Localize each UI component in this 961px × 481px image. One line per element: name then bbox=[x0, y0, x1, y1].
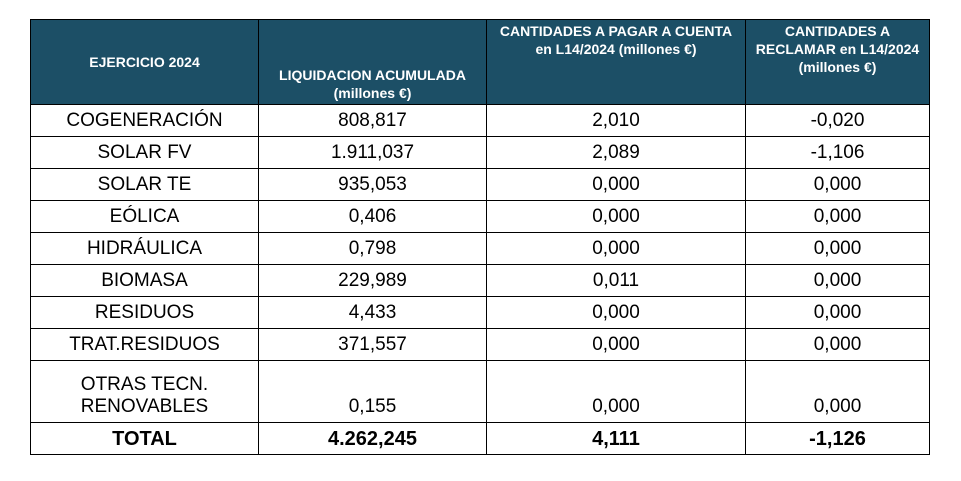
cell-total-liquidacion: 4.262,245 bbox=[258, 422, 487, 455]
cell-pagar: 0,000 bbox=[486, 360, 746, 423]
cell-technology: TRAT.RESIDUOS bbox=[30, 328, 259, 361]
table-row: RESIDUOS 4,433 0,000 0,000 bbox=[30, 296, 930, 329]
table-row: COGENERACIÓN 808,817 2,010 -0,020 bbox=[30, 104, 930, 137]
cell-technology: SOLAR TE bbox=[30, 168, 259, 201]
cell-total-reclamar: -1,126 bbox=[745, 422, 930, 455]
cell-liquidacion: 1.911,037 bbox=[258, 136, 487, 169]
header-liquidacion: LIQUIDACION ACUMULADA (millones €) bbox=[258, 19, 487, 105]
table-row: OTRAS TECN. RENOVABLES 0,155 0,000 0,000 bbox=[30, 360, 930, 423]
cell-reclamar: 0,000 bbox=[745, 200, 930, 233]
cell-pagar: 2,089 bbox=[486, 136, 746, 169]
table-row: TRAT.RESIDUOS 371,557 0,000 0,000 bbox=[30, 328, 930, 361]
cell-technology: HIDRÁULICA bbox=[30, 232, 259, 265]
table-row: HIDRÁULICA 0,798 0,000 0,000 bbox=[30, 232, 930, 265]
cell-pagar: 0,011 bbox=[486, 264, 746, 297]
header-pagar: CANTIDADES A PAGAR A CUENTA en L14/2024 … bbox=[486, 19, 746, 105]
total-row: TOTAL 4.262,245 4,111 -1,126 bbox=[30, 422, 930, 455]
cell-reclamar: 0,000 bbox=[745, 168, 930, 201]
table-row: SOLAR TE 935,053 0,000 0,000 bbox=[30, 168, 930, 201]
cell-pagar: 0,000 bbox=[486, 296, 746, 329]
cell-reclamar: -0,020 bbox=[745, 104, 930, 137]
cell-reclamar: 0,000 bbox=[745, 360, 930, 423]
cell-total-label: TOTAL bbox=[30, 422, 259, 455]
cell-pagar: 0,000 bbox=[486, 328, 746, 361]
cell-liquidacion: 0,155 bbox=[258, 360, 487, 423]
cell-liquidacion: 371,557 bbox=[258, 328, 487, 361]
header-row: EJERCICIO 2024 LIQUIDACION ACUMULADA (mi… bbox=[30, 19, 930, 105]
cell-pagar: 2,010 bbox=[486, 104, 746, 137]
cell-technology: COGENERACIÓN bbox=[30, 104, 259, 137]
table-row: SOLAR FV 1.911,037 2,089 -1,106 bbox=[30, 136, 930, 169]
cell-liquidacion: 4,433 bbox=[258, 296, 487, 329]
table-row: EÓLICA 0,406 0,000 0,000 bbox=[30, 200, 930, 233]
cell-liquidacion: 0,798 bbox=[258, 232, 487, 265]
cell-technology: EÓLICA bbox=[30, 200, 259, 233]
cell-liquidacion: 0,406 bbox=[258, 200, 487, 233]
header-ejercicio: EJERCICIO 2024 bbox=[30, 19, 259, 105]
cell-reclamar: 0,000 bbox=[745, 328, 930, 361]
cell-reclamar: 0,000 bbox=[745, 232, 930, 265]
cell-pagar: 0,000 bbox=[486, 200, 746, 233]
cell-technology: OTRAS TECN. RENOVABLES bbox=[30, 360, 259, 423]
cell-liquidacion: 808,817 bbox=[258, 104, 487, 137]
cell-technology: SOLAR FV bbox=[30, 136, 259, 169]
table-row: BIOMASA 229,989 0,011 0,000 bbox=[30, 264, 930, 297]
cell-technology: RESIDUOS bbox=[30, 296, 259, 329]
cell-reclamar: 0,000 bbox=[745, 264, 930, 297]
settlement-table: EJERCICIO 2024 LIQUIDACION ACUMULADA (mi… bbox=[30, 19, 930, 455]
technology-line-1: OTRAS TECN. bbox=[80, 374, 209, 395]
cell-reclamar: -1,106 bbox=[745, 136, 930, 169]
cell-reclamar: 0,000 bbox=[745, 296, 930, 329]
cell-liquidacion: 935,053 bbox=[258, 168, 487, 201]
technology-line-2: RENOVABLES bbox=[80, 396, 209, 417]
cell-pagar: 0,000 bbox=[486, 232, 746, 265]
cell-technology: BIOMASA bbox=[30, 264, 259, 297]
cell-pagar: 0,000 bbox=[486, 168, 746, 201]
cell-total-pagar: 4,111 bbox=[486, 422, 746, 455]
header-reclamar: CANTIDADES A RECLAMAR en L14/2024 (millo… bbox=[745, 19, 930, 105]
cell-liquidacion: 229,989 bbox=[258, 264, 487, 297]
